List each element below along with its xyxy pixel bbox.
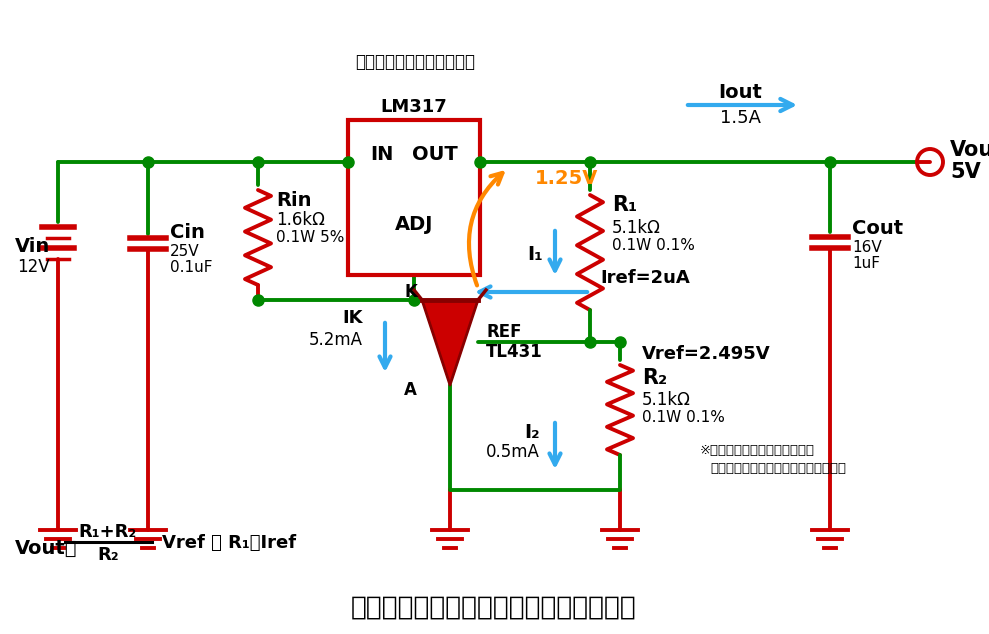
Text: R₁: R₁ — [612, 195, 637, 215]
Polygon shape — [422, 300, 478, 385]
Text: R₁+R₂: R₁+R₂ — [79, 523, 137, 541]
Text: LM317: LM317 — [381, 98, 447, 116]
Text: 0.1W 0.1%: 0.1W 0.1% — [612, 238, 695, 254]
Text: K: K — [405, 283, 417, 301]
Text: 12V: 12V — [18, 258, 50, 276]
Text: 1uF: 1uF — [852, 257, 880, 271]
Text: 可変型三端子レギュレータ: 可変型三端子レギュレータ — [355, 53, 475, 71]
Text: 16V: 16V — [852, 240, 882, 256]
Text: Vout: Vout — [950, 140, 989, 160]
Text: I₂: I₂ — [524, 422, 540, 441]
Text: IN: IN — [370, 145, 394, 164]
Text: 0.5mA: 0.5mA — [487, 443, 540, 461]
Text: 5.2mA: 5.2mA — [309, 331, 363, 349]
Text: A: A — [405, 381, 417, 399]
Text: 25V: 25V — [170, 243, 200, 259]
Text: 0.1W 5%: 0.1W 5% — [276, 230, 344, 245]
Text: 0.1uF: 0.1uF — [170, 259, 213, 275]
Text: Cout: Cout — [852, 219, 903, 238]
Text: 5.1kΩ: 5.1kΩ — [612, 219, 661, 237]
Text: R₂: R₂ — [97, 546, 119, 564]
Text: 1.25V: 1.25V — [535, 169, 598, 188]
Text: Rin: Rin — [276, 190, 312, 209]
Text: OUT: OUT — [412, 145, 458, 164]
Text: Vin: Vin — [15, 236, 50, 256]
Text: 1.5A: 1.5A — [720, 109, 761, 127]
Text: Vout＝: Vout＝ — [15, 538, 77, 557]
Text: IK: IK — [342, 309, 363, 327]
Text: 動作を補償するものではありません。: 動作を補償するものではありません。 — [710, 462, 846, 474]
Text: Iout: Iout — [718, 82, 762, 101]
Text: I₁: I₁ — [527, 245, 543, 264]
Text: R₂: R₂ — [642, 368, 668, 388]
Text: 0.1W 0.1%: 0.1W 0.1% — [642, 410, 725, 425]
Text: ADJ: ADJ — [395, 216, 433, 235]
Text: Vref=2.495V: Vref=2.495V — [642, 345, 770, 363]
Text: 三端子レギュレータを使った高精度回路: 三端子レギュレータを使った高精度回路 — [351, 595, 637, 621]
Text: Cin: Cin — [170, 223, 205, 242]
Text: Vref ＋ R₁・Iref: Vref ＋ R₁・Iref — [162, 534, 296, 552]
Text: 5.1kΩ: 5.1kΩ — [642, 391, 691, 409]
Text: 1.6kΩ: 1.6kΩ — [276, 211, 324, 229]
Bar — [348, 120, 480, 275]
Text: Iref=2uA: Iref=2uA — [600, 269, 689, 287]
Text: REF: REF — [486, 323, 521, 341]
Text: 5V: 5V — [950, 162, 981, 182]
Text: TL431: TL431 — [486, 343, 543, 361]
Text: ※回路定数は参考程度であり、: ※回路定数は参考程度であり、 — [700, 444, 815, 456]
